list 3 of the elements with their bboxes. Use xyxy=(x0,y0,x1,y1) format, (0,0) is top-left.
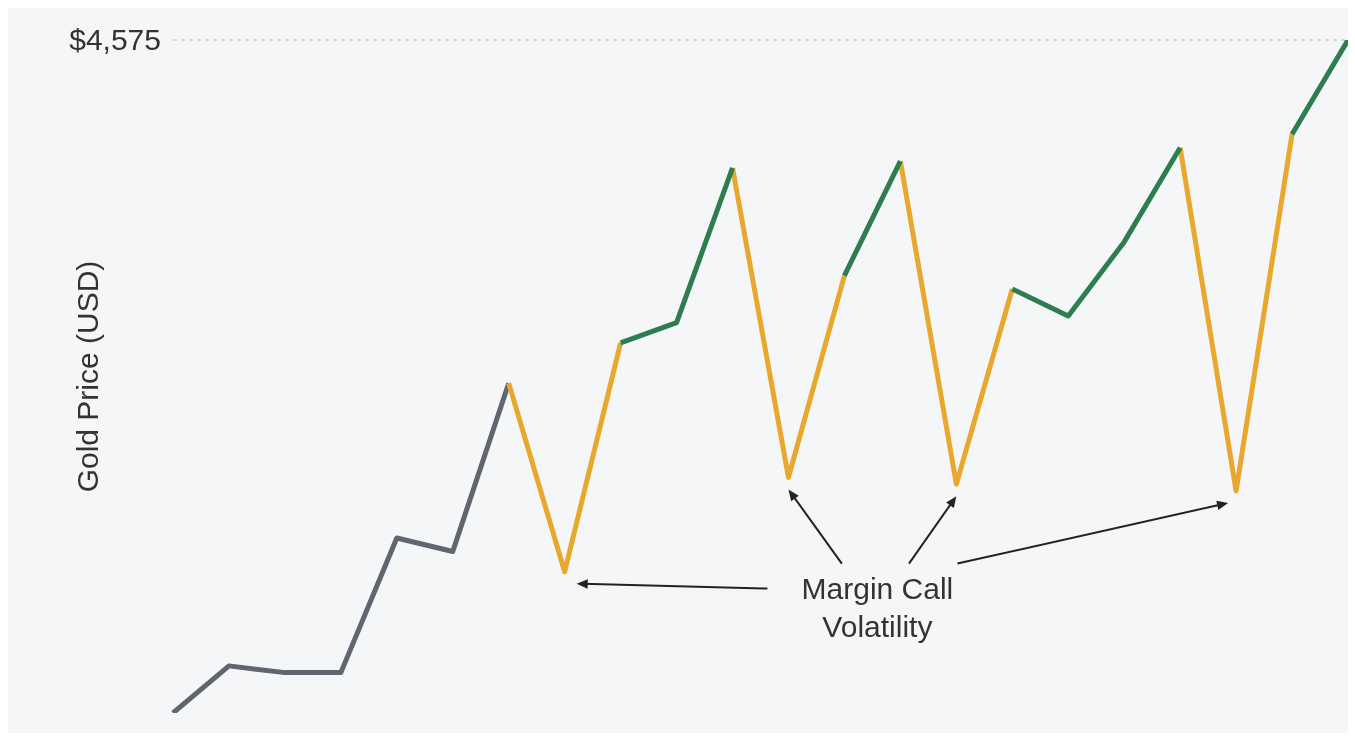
text: $4,575 xyxy=(69,23,161,56)
y-axis-title: Gold Price (USD) xyxy=(71,260,104,493)
annotation: Margin Call Volatility xyxy=(801,571,954,643)
